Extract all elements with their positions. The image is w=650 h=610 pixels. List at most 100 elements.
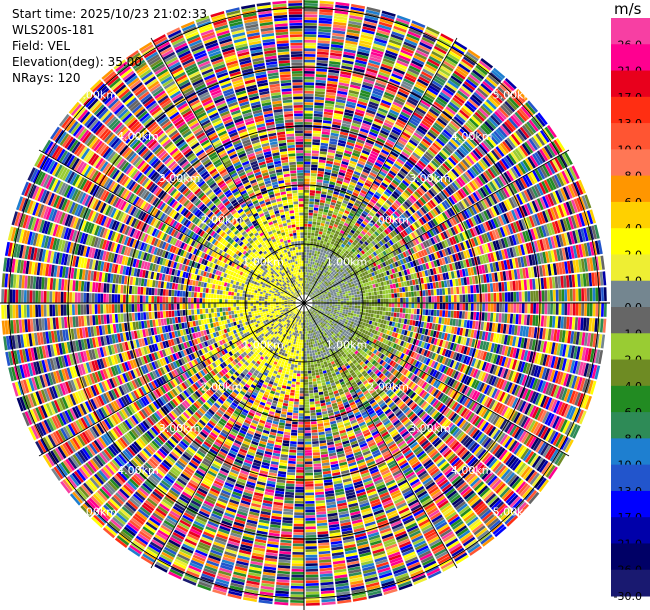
radar-gate bbox=[518, 314, 522, 325]
radar-gate bbox=[310, 170, 318, 174]
radar-gate bbox=[373, 314, 377, 318]
radar-gate bbox=[307, 229, 312, 233]
radar-gate bbox=[348, 246, 353, 251]
radar-gate bbox=[304, 223, 308, 227]
radar-gate bbox=[373, 120, 383, 127]
radar-gate bbox=[341, 125, 350, 131]
radar-gate bbox=[396, 226, 402, 233]
radar-gate bbox=[432, 124, 442, 133]
radar-gate bbox=[408, 65, 421, 73]
radar-gate bbox=[331, 199, 337, 204]
radar-gate bbox=[367, 134, 377, 140]
radar-gate bbox=[347, 312, 351, 316]
radar-gate bbox=[327, 149, 336, 154]
radar-gate bbox=[401, 318, 405, 324]
radar-gate bbox=[347, 98, 357, 103]
radar-gate bbox=[508, 117, 519, 129]
radar-gate bbox=[351, 76, 363, 82]
radar-gate bbox=[471, 94, 483, 105]
radar-gate bbox=[365, 70, 377, 77]
radar-gate bbox=[311, 161, 318, 165]
radar-gate bbox=[375, 115, 385, 122]
radar-gate bbox=[320, 196, 326, 201]
radar-gate bbox=[415, 200, 423, 208]
radar-gate bbox=[383, 55, 396, 62]
radar-gate bbox=[473, 311, 477, 320]
radar-gate bbox=[334, 107, 344, 112]
radar-gate bbox=[474, 147, 484, 158]
radar-gate bbox=[324, 277, 328, 281]
radar-gate bbox=[381, 315, 385, 320]
radar-gate bbox=[464, 141, 474, 151]
radar-gate bbox=[400, 182, 408, 189]
radar-gate bbox=[338, 210, 344, 215]
radar-gate bbox=[329, 270, 333, 274]
radar-gate bbox=[412, 181, 420, 189]
radar-gate bbox=[408, 303, 412, 308]
radar-gate bbox=[339, 131, 349, 136]
radar-gate bbox=[405, 292, 409, 297]
radar-gate bbox=[323, 276, 327, 280]
radar-gate bbox=[376, 291, 380, 295]
radar-gate bbox=[388, 170, 397, 177]
radar-gate bbox=[380, 66, 392, 73]
radar-gate bbox=[314, 250, 318, 254]
radar-gate bbox=[334, 206, 340, 211]
radar-gate bbox=[356, 288, 360, 292]
radar-gate bbox=[313, 283, 316, 286]
radar-gate bbox=[332, 118, 342, 123]
radar-gate bbox=[510, 115, 521, 127]
radar-gate bbox=[352, 217, 358, 222]
radar-gate bbox=[365, 179, 373, 185]
radar-gate bbox=[334, 263, 338, 267]
radar-gate bbox=[338, 82, 350, 87]
radar-gate bbox=[310, 235, 315, 239]
radar-gate bbox=[322, 232, 327, 236]
radar-gate bbox=[310, 296, 313, 298]
radar-gate bbox=[304, 39, 317, 43]
radar-gate bbox=[324, 281, 327, 284]
radar-gate bbox=[467, 311, 471, 320]
radar-gate bbox=[334, 159, 342, 164]
radar-gate bbox=[423, 168, 432, 177]
radar-gate bbox=[318, 234, 322, 238]
radar-gate bbox=[333, 115, 343, 120]
radar-gate bbox=[392, 28, 406, 36]
radar-gate bbox=[361, 259, 366, 265]
radar-gate bbox=[304, 209, 309, 213]
radar-gate bbox=[359, 40, 372, 46]
radar-gate bbox=[330, 49, 343, 54]
radar-gate bbox=[470, 294, 474, 302]
radar-gate bbox=[540, 130, 550, 143]
radar-gate bbox=[495, 128, 506, 140]
radar-gate bbox=[440, 113, 451, 122]
radar-gate bbox=[310, 275, 313, 279]
radar-gate bbox=[333, 18, 347, 23]
radar-gate bbox=[313, 207, 319, 211]
radar-gate bbox=[423, 214, 430, 222]
radar-gate bbox=[389, 206, 396, 213]
radar-gate bbox=[344, 43, 358, 48]
radar-gate bbox=[436, 96, 448, 106]
radar-gate bbox=[405, 161, 414, 169]
radar-gate bbox=[541, 290, 545, 302]
radar-gate bbox=[384, 229, 390, 235]
radar-gate bbox=[569, 288, 573, 302]
radar-gate bbox=[383, 212, 390, 219]
radar-gate bbox=[310, 238, 314, 242]
radar-gate bbox=[427, 201, 434, 209]
radar-gate bbox=[322, 253, 326, 257]
radar-gate bbox=[339, 257, 344, 261]
radar-gate bbox=[497, 86, 509, 98]
radar-gate bbox=[437, 70, 449, 79]
radar-gate bbox=[343, 307, 346, 310]
radar-gate bbox=[506, 119, 517, 131]
radar-gate bbox=[371, 126, 380, 132]
radar-gate bbox=[311, 153, 319, 157]
radar-gate bbox=[321, 279, 325, 282]
radar-gate bbox=[352, 119, 362, 125]
radar-gate bbox=[351, 248, 356, 253]
radar-gate bbox=[398, 318, 402, 323]
radar-gate bbox=[383, 303, 386, 307]
radar-gate bbox=[430, 144, 440, 153]
